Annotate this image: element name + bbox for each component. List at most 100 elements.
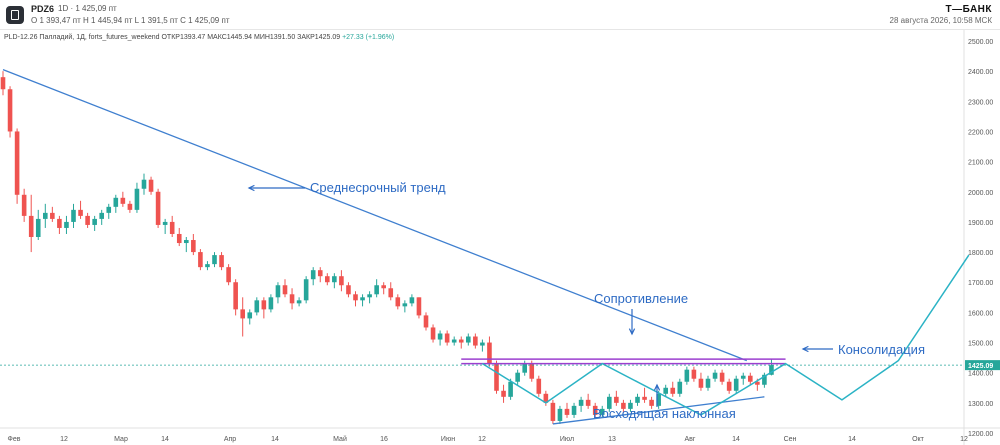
- candle-body: [599, 408, 605, 415]
- candle-body: [296, 300, 302, 304]
- x-tick-label: Сен: [784, 436, 797, 443]
- candle-body: [212, 255, 217, 265]
- candle-body: [585, 399, 591, 406]
- candle-body: [176, 233, 182, 244]
- last-price-label: 1425.09: [968, 363, 993, 370]
- candle-body: [191, 240, 196, 253]
- candle-body: [282, 285, 288, 295]
- consolidation-pattern: [482, 254, 970, 416]
- candle-body: [289, 294, 295, 304]
- candle-body: [353, 294, 358, 301]
- candle-body: [233, 282, 238, 310]
- y-tick-label: 1900.00: [968, 220, 993, 227]
- candle-body: [261, 300, 267, 310]
- y-tick-label: 2500.00: [968, 39, 993, 46]
- candle-body: [458, 339, 464, 343]
- candle-body: [85, 215, 90, 225]
- y-tick-label: 1700.00: [968, 280, 993, 287]
- y-tick-label: 2100.00: [968, 160, 993, 167]
- y-tick-label: 2200.00: [968, 129, 993, 136]
- resistance-arrow-head: [628, 328, 636, 336]
- candle-body: [719, 372, 725, 382]
- candle-body: [451, 339, 457, 343]
- candle-body: [621, 402, 626, 409]
- x-tick-label: Май: [333, 435, 347, 443]
- candle-body: [184, 240, 189, 244]
- candle-body: [628, 402, 633, 409]
- candle-body: [705, 378, 711, 388]
- candle-body: [635, 396, 640, 403]
- candle-body: [35, 218, 41, 237]
- consolidation-arrow-head: [801, 345, 809, 353]
- candle-body: [529, 363, 535, 379]
- candle-body: [106, 206, 112, 213]
- trend-line: [2, 69, 748, 362]
- support-annotation: Восходящая наклонная: [593, 406, 736, 421]
- candle-body: [543, 393, 549, 403]
- candle-body: [148, 179, 154, 192]
- consolidation-annotation: Консолидация: [838, 342, 925, 357]
- candle-body: [78, 209, 83, 216]
- candle-body: [92, 218, 97, 225]
- candle-body: [57, 218, 62, 228]
- y-tick-label: 2300.00: [968, 99, 993, 106]
- candle-body: [14, 131, 20, 195]
- candle-body: [332, 276, 337, 283]
- y-tick-label: 1200.00: [968, 431, 993, 438]
- candle-body: [642, 396, 647, 400]
- candle-body: [134, 188, 140, 210]
- candle-body: [226, 267, 231, 283]
- candle-body: [205, 264, 210, 268]
- last-price-marker: [965, 360, 1000, 371]
- candle-body: [480, 342, 485, 346]
- y-tick-label: 1800.00: [968, 250, 993, 257]
- candle-body: [466, 336, 471, 343]
- ohlc-readout: O 1 393,47 пт H 1 445,94 пт L 1 391,5 пт…: [31, 16, 230, 25]
- candle-body: [275, 285, 281, 298]
- candle-body: [487, 342, 492, 364]
- candle-body: [388, 288, 394, 298]
- candle-body: [120, 197, 126, 204]
- candle-body: [254, 300, 260, 313]
- x-tick-label: 12: [960, 436, 968, 443]
- candle-body: [649, 399, 654, 406]
- candle-body: [310, 270, 316, 280]
- candle-body: [670, 387, 676, 394]
- candle-body: [219, 255, 224, 268]
- ticker-symbol[interactable]: PDZ6: [31, 4, 55, 14]
- candle-body: [691, 369, 697, 379]
- y-tick-label: 1400.00: [968, 371, 993, 378]
- candle-body: [169, 221, 175, 234]
- app-icon[interactable]: [6, 6, 24, 24]
- candle-body: [748, 375, 753, 382]
- candle-body: [698, 378, 704, 388]
- trend-annotation: Среднесрочный тренд: [310, 180, 446, 195]
- candle-body: [162, 221, 168, 225]
- x-tick-label: 13: [608, 436, 616, 443]
- candle-body: [21, 194, 27, 216]
- candle-body: [99, 212, 104, 219]
- candle-body: [113, 197, 119, 207]
- candle-body: [571, 405, 577, 415]
- trend-arrow-head: [247, 184, 255, 192]
- x-tick-label: 14: [271, 436, 279, 443]
- candle-body: [614, 396, 619, 403]
- y-tick-label: 2400.00: [968, 69, 993, 76]
- candle-body: [473, 336, 478, 346]
- x-tick-label: Фев: [8, 436, 21, 443]
- y-tick-label: 1300.00: [968, 401, 993, 408]
- candle-body: [726, 381, 732, 391]
- x-tick-label: Апр: [224, 436, 236, 443]
- candle-body: [7, 89, 13, 132]
- candle-body: [317, 270, 323, 277]
- candle-body: [444, 333, 450, 343]
- candle-body: [769, 365, 774, 375]
- instrument-info-text: PLD-12.26 Палладий, 1Д, forts_futures_we…: [4, 34, 341, 41]
- price-chart[interactable]: 2500.00 2400.00 2300.00 2200.00 2100.00 2000.…: [0, 30, 1000, 445]
- candle-body: [50, 212, 55, 219]
- candle-body: [755, 381, 760, 385]
- candle-body: [740, 375, 746, 379]
- candle-body: [712, 372, 718, 379]
- candle-body: [508, 381, 513, 397]
- resistance-annotation: Сопротивление: [594, 291, 688, 306]
